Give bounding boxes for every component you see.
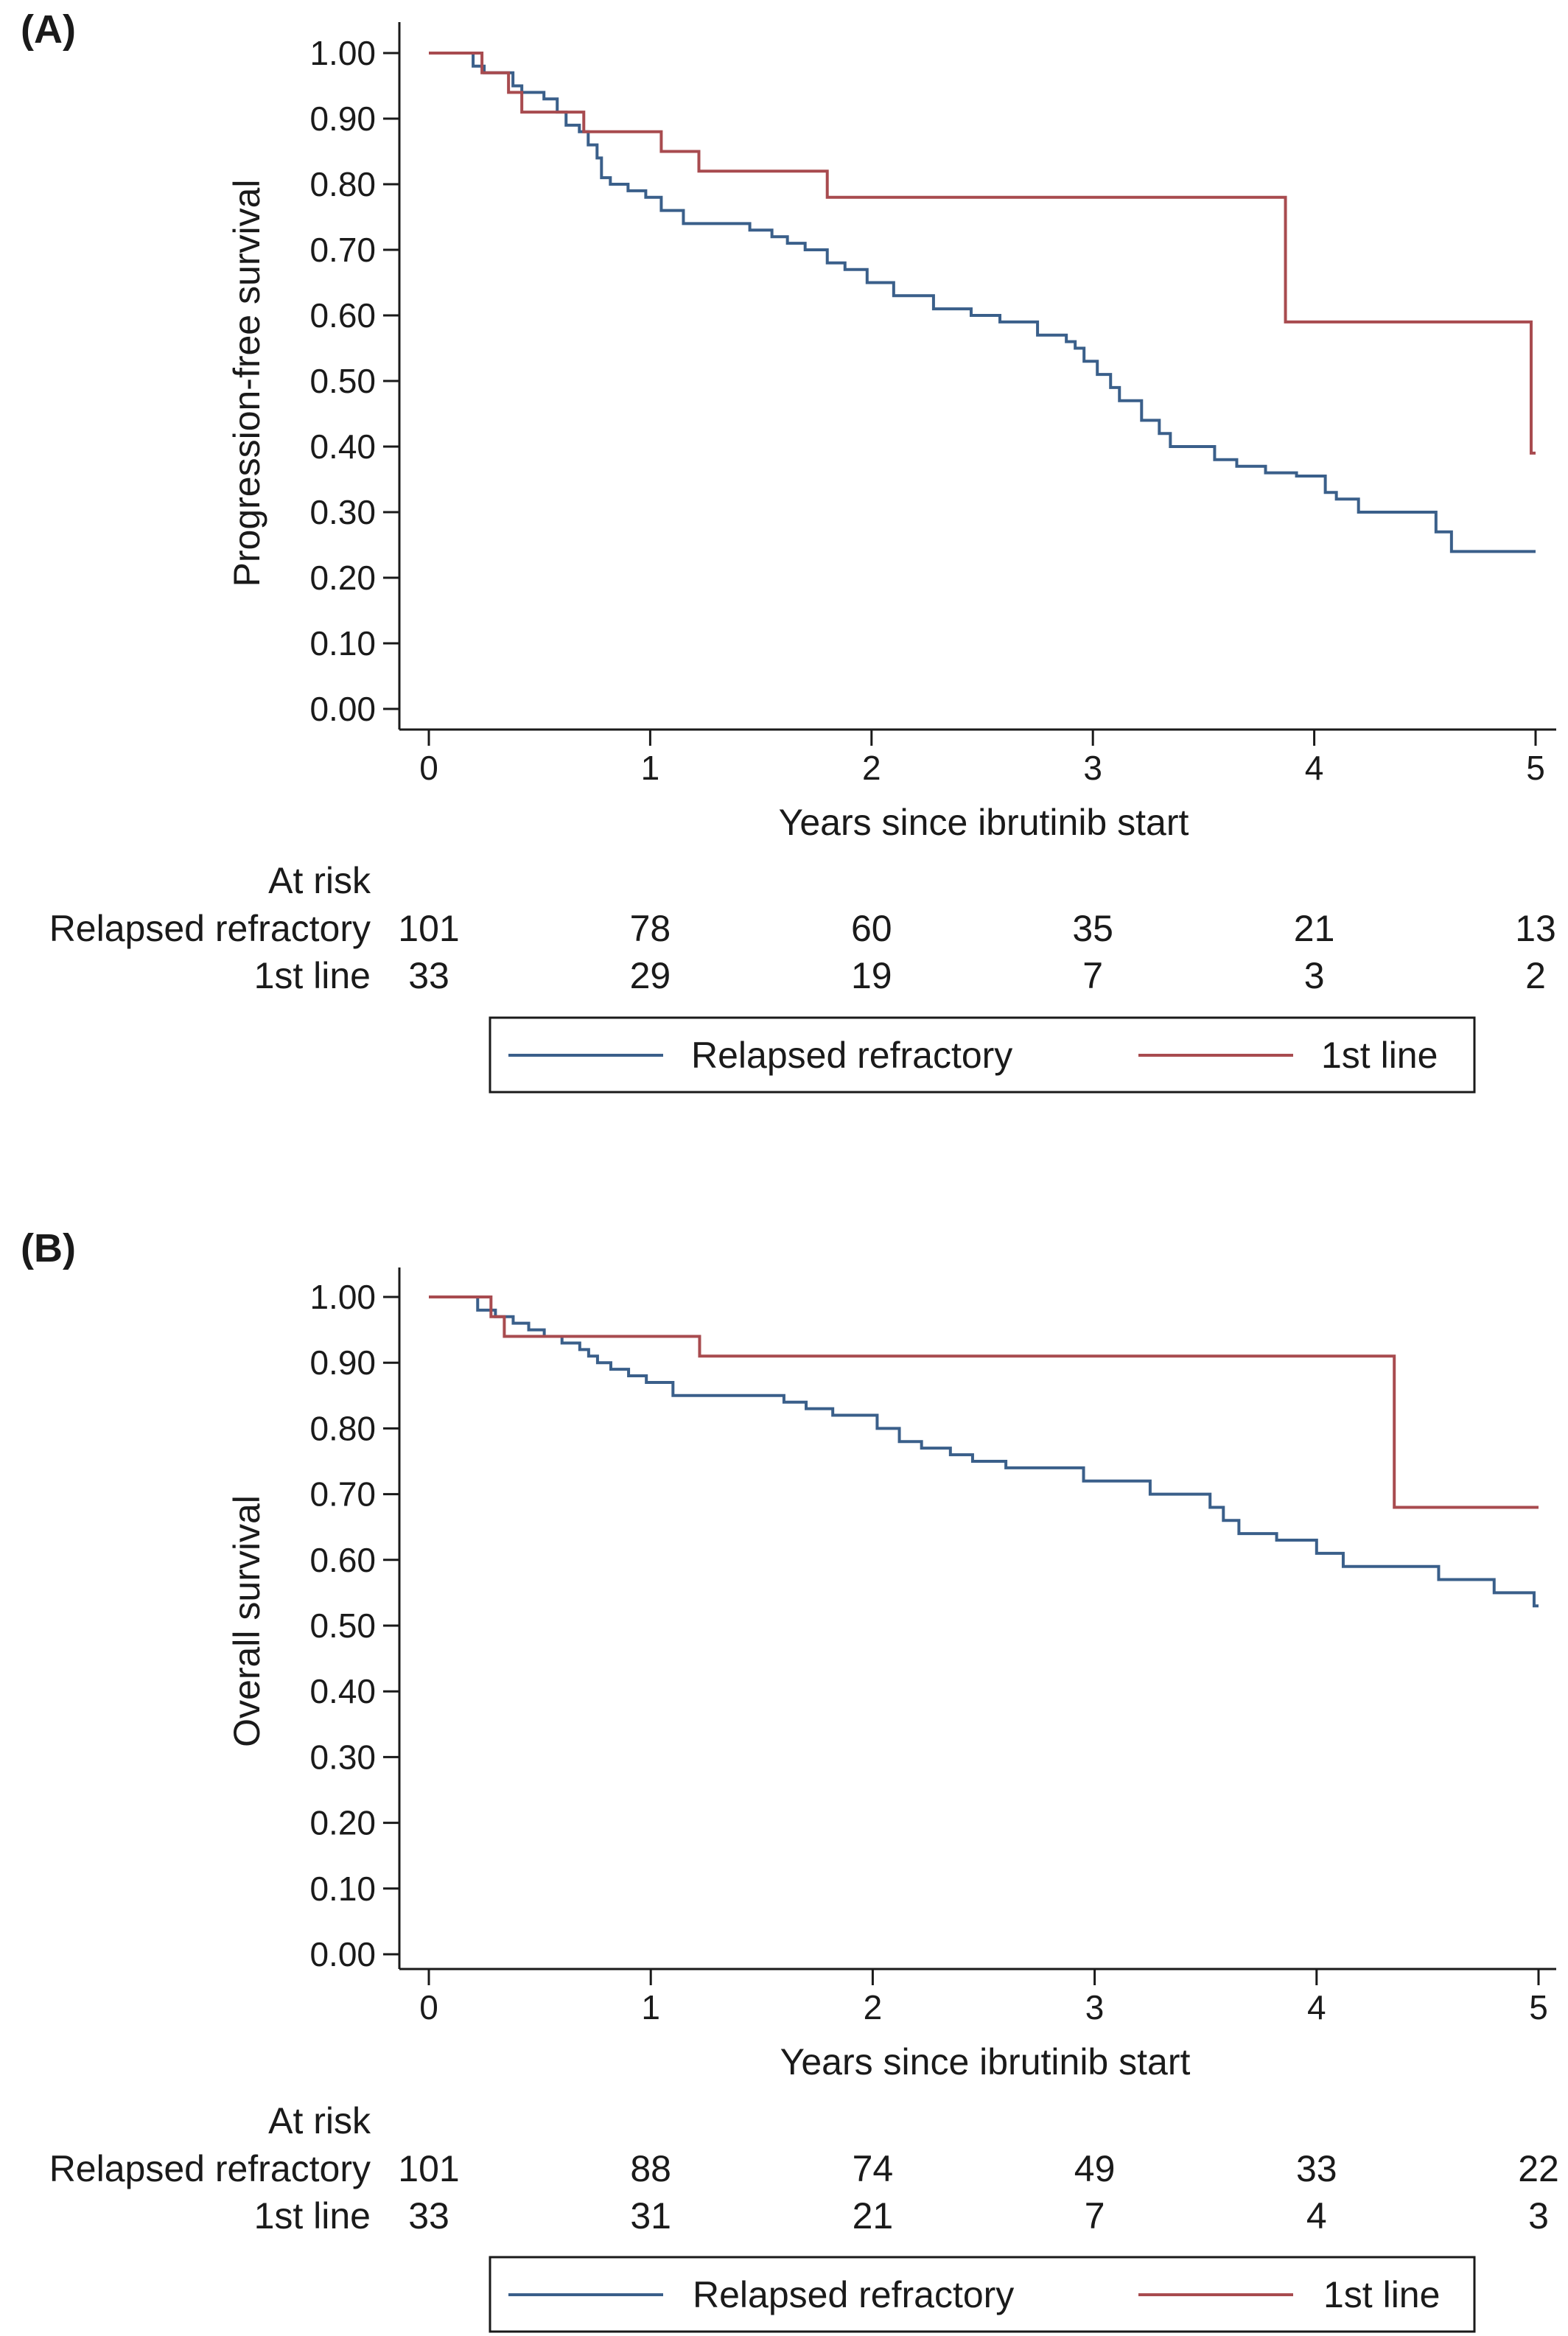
y-tick-label: 0.70 <box>309 1475 376 1514</box>
legend: Relapsed refractory 1st line <box>489 2256 1476 2333</box>
y-tick-label: 1.00 <box>309 1278 376 1316</box>
x-tick-label: 5 <box>1529 1988 1548 2026</box>
y-tick-label: 0.90 <box>309 99 376 138</box>
risk-row-label: 1st line <box>254 955 371 996</box>
risk-count: 33 <box>1296 2148 1337 2189</box>
y-tick-label: 0.80 <box>309 1409 376 1447</box>
y-tick-label: 0.10 <box>309 1870 376 1908</box>
x-tick-label: 2 <box>862 749 881 787</box>
risk-count: 33 <box>408 955 449 996</box>
legend-label: 1st line <box>1321 1035 1438 1076</box>
y-tick-label: 0.50 <box>309 1606 376 1645</box>
risk-count: 33 <box>408 2195 449 2237</box>
x-ticks: 0 1 2 3 4 5 <box>419 730 1545 787</box>
y-tick-label: 0.60 <box>309 296 376 335</box>
risk-count: 7 <box>1085 2195 1105 2237</box>
risk-count: 21 <box>1294 908 1335 949</box>
legend-label: 1st line <box>1323 2274 1440 2315</box>
y-tick-label: 1.00 <box>309 34 376 72</box>
risk-count: 74 <box>853 2148 894 2189</box>
risk-row-values: 33 29 19 7 3 2 <box>408 955 1546 996</box>
at-risk-table: At risk Relapsed refractory 1st line 101… <box>49 2100 1559 2237</box>
y-tick-label: 0.80 <box>309 165 376 203</box>
y-tick-label: 0.30 <box>309 1738 376 1776</box>
risk-row-values: 101 88 74 49 33 22 <box>398 2148 1559 2189</box>
x-axis-title: Years since ibrutinib start <box>780 2041 1191 2083</box>
y-tick-label: 0.20 <box>309 1804 376 1842</box>
y-tick-label: 0.00 <box>309 1935 376 1973</box>
km-curve <box>429 1295 1539 1509</box>
panel-a: (A) Progression-free survival 0.000.100.… <box>21 7 1556 1094</box>
y-axis-title: Overall survival <box>226 1495 267 1747</box>
at-risk-table: At risk Relapsed refractory 1st line 101… <box>49 860 1556 996</box>
x-tick-label: 4 <box>1307 1988 1326 2026</box>
risk-row-values: 101 78 60 35 21 13 <box>398 908 1556 949</box>
legend: Relapsed refractory 1st line <box>489 1016 1476 1094</box>
risk-count: 13 <box>1515 908 1556 949</box>
risk-count: 19 <box>851 955 892 996</box>
risk-row-label: 1st line <box>254 2195 371 2237</box>
risk-count: 60 <box>851 908 892 949</box>
risk-count: 4 <box>1306 2195 1327 2237</box>
risk-count: 3 <box>1304 955 1325 996</box>
risk-count: 88 <box>630 2148 671 2189</box>
risk-count: 21 <box>853 2195 894 2237</box>
x-tick-label: 1 <box>641 749 660 787</box>
survival-curves <box>429 1295 1539 1608</box>
risk-count: 35 <box>1072 908 1113 949</box>
km-curve <box>429 1295 1539 1608</box>
y-tick-label: 0.90 <box>309 1343 376 1382</box>
x-tick-label: 3 <box>1083 749 1102 787</box>
y-tick-label: 0.40 <box>309 427 376 466</box>
y-tick-label: 0.30 <box>309 493 376 531</box>
legend-label: Relapsed refractory <box>691 1035 1012 1076</box>
legend-label: Relapsed refractory <box>693 2274 1014 2315</box>
x-tick-label: 1 <box>641 1988 660 2026</box>
risk-count: 22 <box>1518 2148 1559 2189</box>
y-tick-label: 0.00 <box>309 690 376 728</box>
risk-row-values: 33 31 21 7 4 3 <box>408 2195 1549 2237</box>
y-tick-label: 0.60 <box>309 1541 376 1579</box>
y-tick-label: 0.70 <box>309 231 376 269</box>
plot-axes <box>398 22 1556 731</box>
y-tick-label: 0.10 <box>309 624 376 662</box>
x-tick-label: 2 <box>864 1988 883 2026</box>
y-axis-title: Progression-free survival <box>226 180 267 587</box>
y-ticks: 0.00 0.10 0.20 0.30 0.40 0.50 0.60 0.70 0.80 0.90… <box>309 1278 399 1973</box>
risk-count: 7 <box>1082 955 1103 996</box>
y-tick-label: 0.20 <box>309 559 376 597</box>
panel-label: (A) <box>21 7 76 52</box>
x-axis-title: Years since ibrutinib start <box>779 802 1189 843</box>
x-tick-label: 0 <box>419 1988 438 2026</box>
risk-count: 2 <box>1525 955 1546 996</box>
x-tick-label: 5 <box>1526 749 1545 787</box>
x-tick-label: 4 <box>1305 749 1324 787</box>
risk-count: 101 <box>398 908 459 949</box>
risk-count: 3 <box>1528 2195 1549 2237</box>
risk-count: 31 <box>630 2195 671 2237</box>
risk-count: 101 <box>398 2148 459 2189</box>
x-tick-label: 3 <box>1085 1988 1105 2026</box>
risk-row-label: Relapsed refractory <box>49 908 371 949</box>
survival-curves <box>429 52 1536 553</box>
y-tick-label: 0.40 <box>309 1672 376 1710</box>
at-risk-title: At risk <box>268 2100 371 2141</box>
x-tick-label: 0 <box>419 749 438 787</box>
plot-axes <box>398 1267 1556 1970</box>
risk-count: 29 <box>630 955 671 996</box>
y-ticks: 0.00 0.10 0.20 0.30 0.40 0.50 0.60 0.70 0.80 0.90… <box>309 34 399 728</box>
y-tick-label: 0.50 <box>309 362 376 400</box>
at-risk-title: At risk <box>268 860 371 901</box>
risk-count: 78 <box>630 908 671 949</box>
km-curve <box>429 52 1536 455</box>
km-curve <box>429 52 1536 553</box>
x-ticks: 0 1 2 3 4 5 <box>419 1969 1548 2026</box>
risk-row-label: Relapsed refractory <box>49 2148 371 2189</box>
panel-b: (B) Overall survival 0.00 0.10 0.20 0.30 0.4… <box>21 1226 1559 2333</box>
panel-label: (B) <box>21 1226 76 1270</box>
risk-count: 49 <box>1074 2148 1116 2189</box>
